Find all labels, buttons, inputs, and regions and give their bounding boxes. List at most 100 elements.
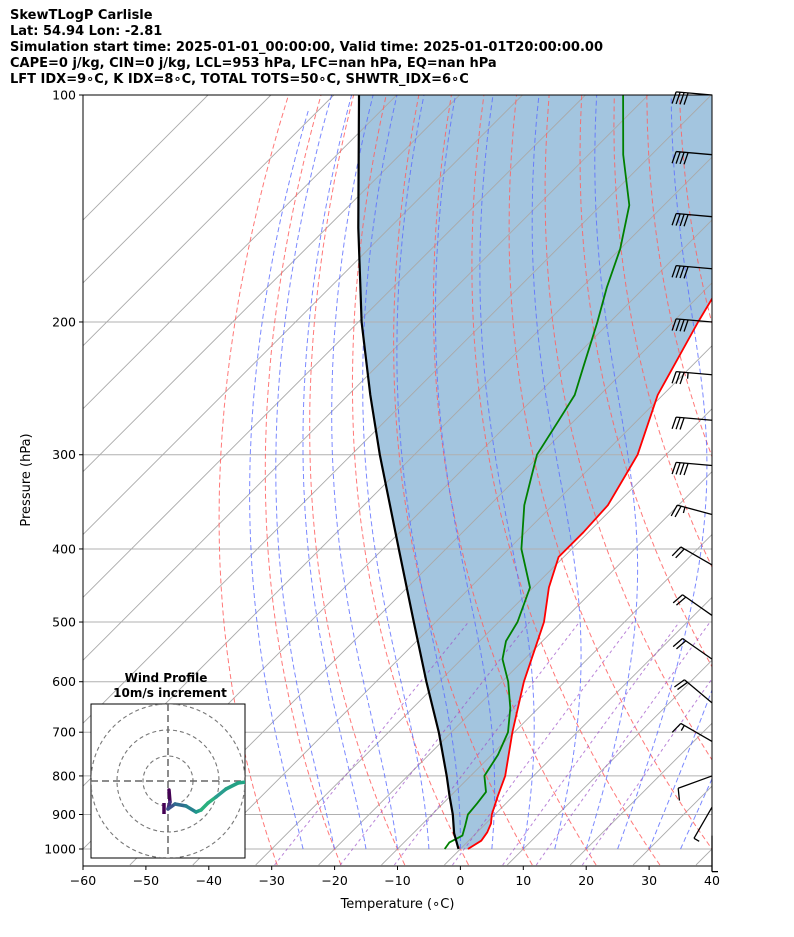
y-tick-label: 400 [52,541,76,556]
barb-shaft [676,150,713,156]
moist-adiabat [680,777,712,850]
barb-shaft [676,461,713,467]
dry-adiabat [471,95,661,866]
barb-shaft [676,264,713,270]
barb-flag [675,548,685,559]
wind-barb [671,722,713,742]
barb-shaft [676,212,713,218]
y-tick-label: 500 [52,615,76,630]
wind-barb [671,461,713,476]
wind-barb [671,150,713,165]
barb-flag [671,722,682,733]
wind-barb [672,637,713,660]
indices-line-2: LFT IDX=9∘C, K IDX=8∘C, TOTAL TOTS=50∘C,… [10,72,469,87]
moist-adiabat [302,95,367,850]
y-axis-label: Pressure (hPa) [19,433,34,526]
x-tick-label: −60 [70,873,96,888]
wind-barb [671,371,713,385]
moist-adiabat [249,110,309,850]
parcel-line [357,95,460,850]
barb-flag [683,266,689,279]
barb-flag [679,152,685,165]
dry-adiabat [351,95,469,866]
y-tick-label: 800 [52,768,76,783]
dry-adiabat [745,95,794,865]
mixing-ratio-line [339,621,530,866]
hodograph-segment [224,781,240,791]
moist-adiabat [585,95,639,850]
mixing-ratio-line [535,621,711,866]
wind-barb [693,806,713,842]
barb-half-flag [682,507,686,514]
barb-flag [671,265,677,278]
isotherm [507,659,712,866]
chart-title: SkewTLogP Carlisle [10,8,153,23]
barb-flag [675,462,681,475]
y-tick-label: 100 [52,88,76,103]
wind-barb [671,264,713,279]
y-tick-label: 900 [52,807,76,822]
barb-shaft [676,416,713,421]
dry-adiabat [579,95,712,668]
wind-barb [711,835,718,873]
isotherm [83,95,712,724]
moist-adiabat [479,95,535,850]
x-tick-label: −20 [321,873,347,888]
mixing-ratio-line [502,621,680,866]
dry-adiabat [646,95,712,458]
inset-title: Wind Profile [125,671,208,685]
barb-shaft [682,637,713,660]
hodograph-segment [214,787,228,799]
wind-barb [674,679,713,704]
barb-flag [677,788,681,801]
mixing-ratio-line [274,621,469,866]
isotherm [192,345,712,866]
barb-flag [683,152,689,165]
y-tick-label: 300 [52,447,76,462]
barb-half-flag [680,725,685,731]
mixing-ratio-line [393,621,580,866]
barb-shaft [676,91,713,96]
wind-barb [671,212,713,227]
isotherm [381,533,712,866]
barb-flag [674,505,682,518]
barb-shaft [682,594,713,616]
moist-adiabat [617,95,708,850]
barb-flag [676,640,687,650]
x-tick-label: −50 [133,873,159,888]
header: SkewTLogP Carlisle Lat: 54.94 Lon: -2.81… [10,8,603,88]
barb-flag [679,462,685,475]
isotherm [83,95,586,599]
moist-adiabat [275,95,336,850]
isotherm [569,722,712,866]
x-tick-label: 0 [456,873,464,888]
barb-flag [675,318,681,332]
barb-flag [671,371,677,384]
isotherm [83,95,272,284]
inset-subtitle: 10m/s increment [113,686,227,700]
wind-barb [671,416,713,430]
barb-flag [675,151,681,164]
barb-flag [671,416,677,430]
barb-flag [674,679,685,688]
wind-barb [677,775,713,801]
barb-flag [675,91,681,105]
dry-adiabat [218,95,289,866]
isotherm [83,95,398,410]
barb-flag [671,213,677,226]
barb-flag [675,371,681,384]
barb-shaft [677,775,713,789]
mixing-ratio-line [452,621,634,866]
barb-flag [683,463,689,476]
dewpoint-line [443,95,631,850]
moist-adiabat [531,95,582,850]
barb-flag [671,91,677,104]
barb-flag [672,594,683,604]
x-tick-label: 20 [578,873,594,888]
x-tick-label: 30 [641,873,657,888]
barb-flag [679,92,685,105]
barb-flag [683,214,689,227]
isotherm [83,95,335,347]
wind-barb [671,318,713,332]
